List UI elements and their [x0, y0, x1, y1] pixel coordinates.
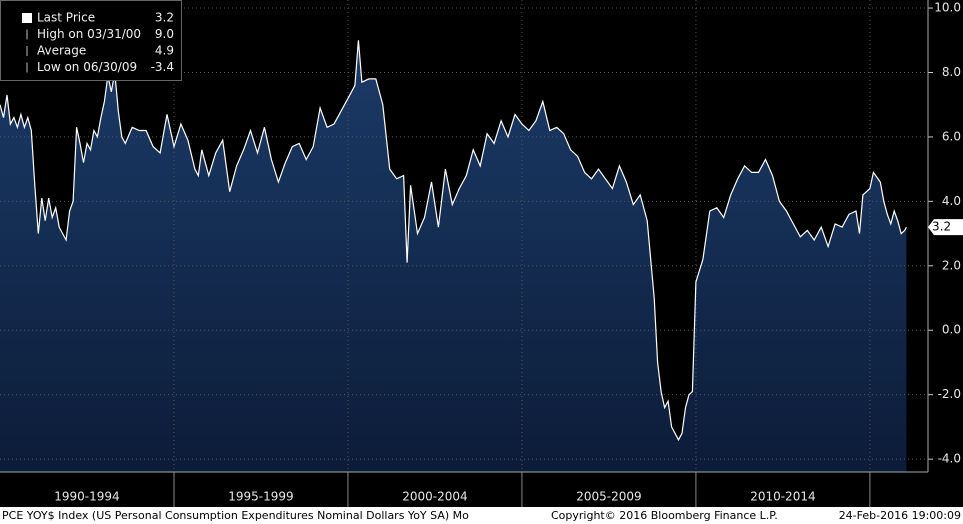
x-tick-label: 2010-2014 [750, 490, 815, 504]
x-tick-label: 2000-2004 [402, 490, 467, 504]
y-tick-label: -4.0 [938, 452, 961, 466]
x-tick-label: 2005-2009 [576, 490, 641, 504]
x-tick-label: 1990-1994 [54, 490, 119, 504]
legend-stat: 3.2 [155, 11, 174, 25]
legend-label: Last Price [37, 11, 95, 25]
y-tick-label: -2.0 [938, 387, 961, 401]
legend-swatch [22, 13, 32, 23]
x-tick-label: 1995-1999 [228, 490, 293, 504]
legend-label: Low on 06/30/09 [37, 60, 137, 74]
footer-band [0, 507, 963, 524]
y-tick-label: 4.0 [942, 194, 961, 208]
y-tick-label: 6.0 [942, 129, 961, 143]
area [0, 40, 907, 473]
last-value-label: 3.2 [932, 220, 951, 234]
footer-left: PCE YOY$ Index (US Personal Consumption … [2, 509, 469, 522]
footer-center: Copyright© 2016 Bloomberg Finance L.P. [551, 509, 778, 522]
y-tick-label: 2.0 [942, 258, 961, 272]
legend-label: Average [37, 44, 86, 58]
legend-label: High on 03/31/00 [37, 27, 141, 41]
legend-stat: 9.0 [155, 27, 174, 41]
footer-right: 24-Feb-2016 19:00:09 [839, 509, 961, 522]
y-tick-label: 8.0 [942, 65, 961, 79]
legend-stat: -3.4 [151, 60, 174, 74]
legend-stat: 4.9 [155, 44, 174, 58]
y-tick-label: 0.0 [942, 323, 961, 337]
y-tick-label: 10.0 [934, 1, 961, 15]
line [0, 40, 907, 442]
last-value-tag [928, 219, 963, 236]
